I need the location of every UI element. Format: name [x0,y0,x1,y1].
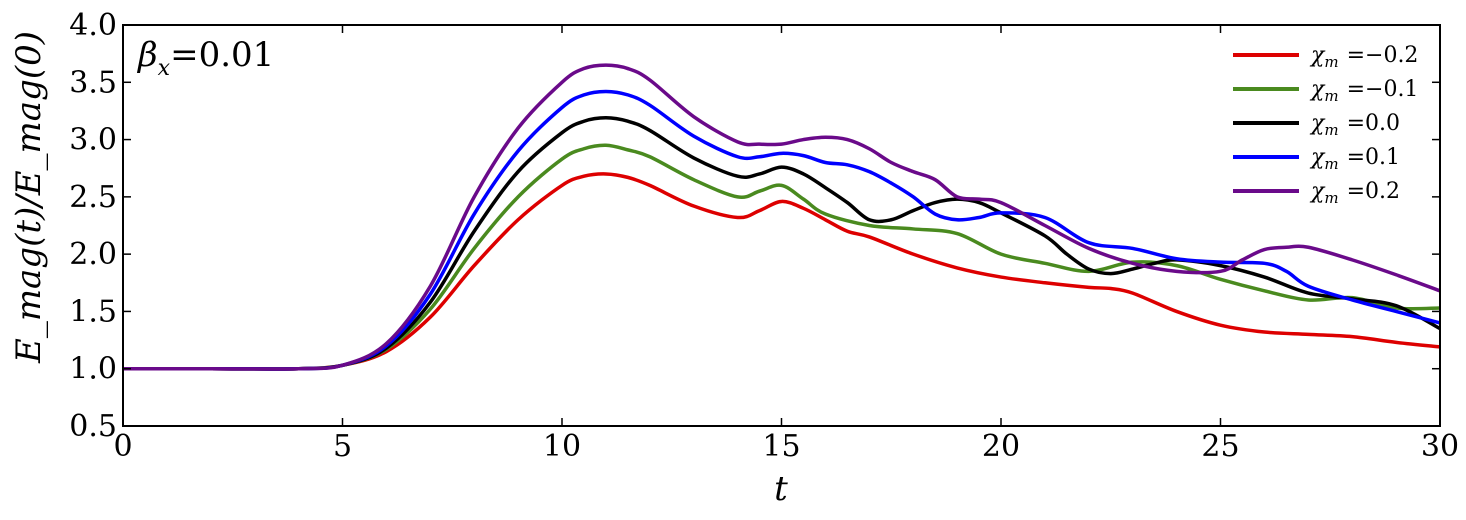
y-axis-label: E_mag(t)/E_mag(0) [9,31,49,364]
x-tick-label: 0 [113,429,132,464]
y-tick-label: 1.5 [69,294,117,329]
annotation-subscript: x [158,56,171,81]
y-tick-label: 1.0 [69,352,117,387]
annotation-value: =0.01 [170,35,274,75]
x-tick-label: 25 [1201,429,1239,464]
legend: χm =−0.2 χm =−0.1 χm =0.0 χm =0.1 χm =0.2 [1233,43,1418,207]
x-tick-label: 5 [333,429,352,464]
legend-label: χm =−0.1 [1309,77,1418,105]
series-line-4 [122,63,1441,371]
series-line-2 [122,116,1441,371]
x-tick-label: 20 [982,429,1020,464]
y-tick-label: 2.5 [69,180,117,215]
x-tick-label: 10 [543,429,581,464]
x-tick-label: 30 [1421,429,1459,464]
legend-label: χm =0.1 [1309,145,1400,173]
beta-annotation: βx=0.01 [136,35,274,81]
legend-label: χm =0.0 [1309,111,1400,139]
series-line-3 [122,89,1441,371]
legend-label: χm =−0.2 [1309,43,1418,71]
y-tick-label: 0.5 [69,409,117,444]
annotation-symbol: β [136,35,158,75]
axis-ticks: 0 5 10 15 20 25 30 0.5 1.0 1.5 2.0 2.5 3.0 3.5 4.0 [69,8,1459,464]
y-tick-label: 3.0 [69,123,117,158]
x-axis-label: t [774,469,788,509]
series-lines [122,63,1441,371]
plot-frame [122,24,1441,427]
x-tick-label: 15 [762,429,800,464]
y-tick-label: 2.0 [69,237,117,272]
series-line-0 [122,172,1441,371]
y-tick-label: 4.0 [69,8,117,43]
series-line-1 [122,143,1441,371]
y-tick-label: 3.5 [69,65,117,100]
legend-label: χm =0.2 [1309,179,1400,207]
